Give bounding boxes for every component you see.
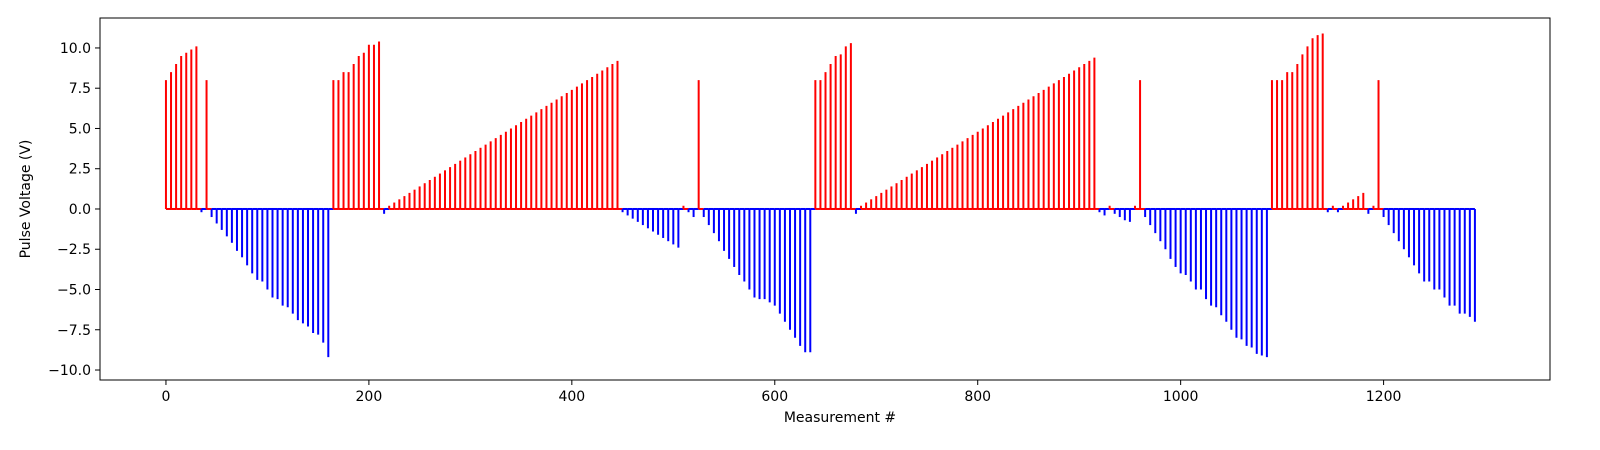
x-tick-label: 1000 [1163,389,1199,405]
y-tick-label: −10.0 [48,363,91,379]
y-axis-label: Pulse Voltage (V) [18,140,34,259]
y-tick-label: 5.0 [69,121,91,137]
y-tick-label: −2.5 [57,242,91,258]
x-tick-label: 400 [558,389,585,405]
x-tick-label: 0 [161,389,170,405]
y-tick-label: 0.0 [69,202,91,218]
x-axis-label: Measurement # [784,410,896,426]
y-tick-label: 7.5 [69,81,91,97]
x-tick-label: 1200 [1366,389,1402,405]
plot-frame [99,17,1551,381]
x-tick-label: 800 [964,389,991,405]
y-tick-label: 10.0 [60,41,91,57]
y-tick-label: −5.0 [57,283,91,299]
y-tick-label: 2.5 [69,162,91,178]
x-tick-label: 200 [356,389,383,405]
x-tick-label: 600 [761,389,788,405]
y-tick-label: −7.5 [57,323,91,339]
